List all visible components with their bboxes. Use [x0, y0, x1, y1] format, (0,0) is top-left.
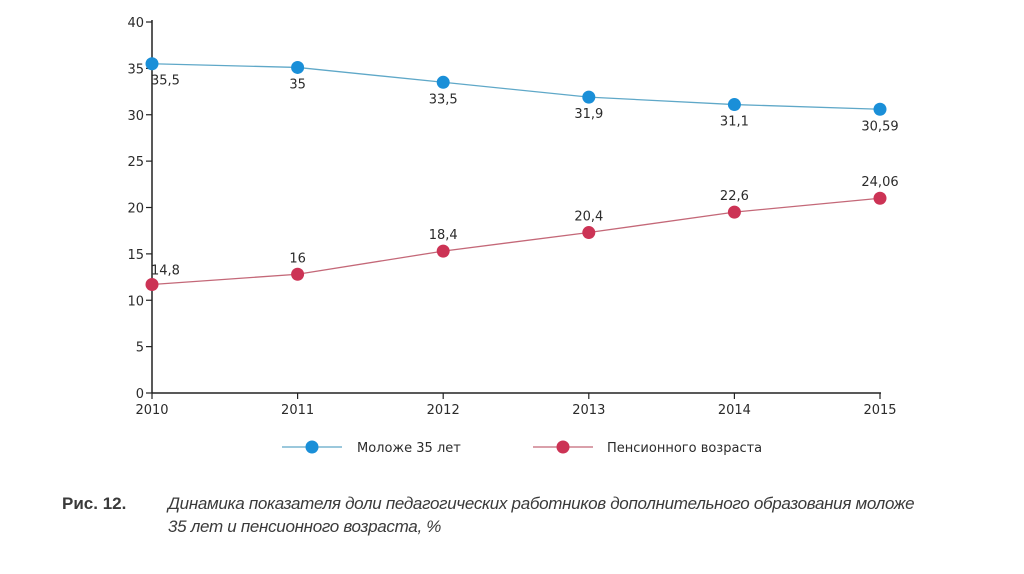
x-tick-label: 2013 [572, 403, 605, 418]
data-label: 20,4 [574, 210, 603, 225]
legend-marker [305, 440, 319, 454]
data-label: 18,4 [429, 228, 458, 243]
data-point [145, 57, 159, 71]
data-label: 14,8 [151, 263, 180, 278]
data-point [291, 267, 305, 281]
legend-label: Пенсионного возраста [607, 441, 762, 456]
x-tick-label: 2011 [281, 403, 314, 418]
x-tick-label: 2015 [863, 403, 896, 418]
x-tick-label: 2010 [135, 403, 168, 418]
legend: Моложе 35 лет Пенсионного возраста [282, 440, 762, 456]
data-point [291, 60, 305, 74]
data-label: 31,1 [720, 115, 749, 130]
series-layer: 35,5 35 33,5 31,9 31,1 30,59 14,8 16 18,4 20,4 22,… [145, 57, 899, 291]
y-tick-label: 5 [136, 341, 144, 356]
series-line [151, 197, 881, 286]
data-point [582, 226, 596, 240]
data-point [727, 205, 741, 219]
axes: 0 5 10 15 20 25 30 35 40 2010 2011 2012 2013 2014 2015 [127, 16, 896, 418]
x-tick-label: 2012 [427, 403, 460, 418]
data-point [436, 244, 450, 258]
y-tick-label: 30 [127, 109, 144, 124]
data-label: 16 [289, 251, 306, 266]
y-tick-label: 40 [127, 16, 144, 31]
figure-caption-text: Динамика показателя доли педагогических … [168, 494, 915, 536]
data-label: 30,59 [861, 119, 898, 134]
data-point [873, 102, 887, 116]
data-label: 24,06 [861, 175, 898, 190]
legend-item-0: Моложе 35 лет [282, 440, 461, 456]
y-tick-label: 35 [127, 62, 144, 77]
data-label: 22,6 [720, 189, 749, 204]
legend-marker [556, 440, 570, 454]
y-tick-label: 10 [127, 294, 144, 309]
series-0: 35,5 35 33,5 31,9 31,1 30,59 [145, 57, 899, 134]
data-label: 31,9 [574, 107, 603, 122]
line-chart: 0 5 10 15 20 25 30 35 40 2010 2011 2012 2013 2014 2015… [127, 16, 899, 456]
x-tick-label: 2014 [718, 403, 751, 418]
legend-label: Моложе 35 лет [357, 441, 461, 456]
data-point [727, 98, 741, 112]
series-1: 14,8 16 18,4 20,4 22,6 24,06 [145, 175, 899, 291]
data-label: 33,5 [429, 92, 458, 107]
series-line [151, 63, 881, 110]
y-tick-label: 0 [136, 387, 144, 402]
data-label: 35,5 [151, 74, 180, 89]
figure-caption: Рис. 12. Динамика показателя доли педагог… [62, 492, 962, 538]
legend-item-1: Пенсионного возраста [533, 440, 762, 456]
y-tick-label: 25 [127, 155, 144, 170]
data-label: 35 [289, 77, 306, 92]
data-point [436, 75, 450, 89]
y-tick-label: 15 [127, 248, 144, 263]
data-point [145, 277, 159, 291]
data-point [873, 191, 887, 205]
data-point [582, 90, 596, 104]
y-tick-label: 20 [127, 202, 144, 217]
figure-number: Рис. 12. [62, 494, 127, 513]
